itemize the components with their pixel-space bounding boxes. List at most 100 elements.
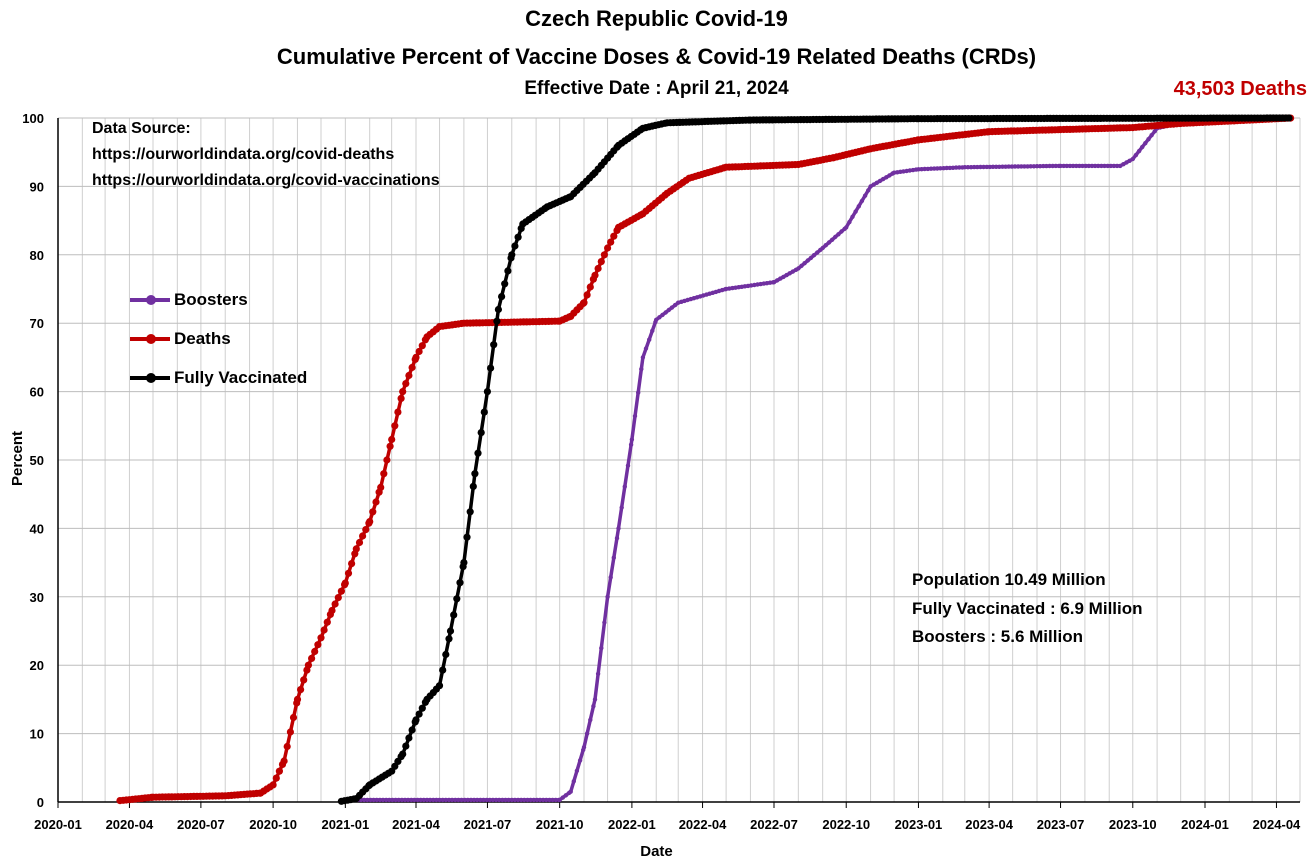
data-point-deaths (359, 532, 367, 540)
data-point-deaths (341, 579, 349, 587)
data-point-deaths (591, 271, 599, 279)
data-point-boosters (614, 536, 620, 541)
data-point-deaths (283, 742, 291, 751)
data-point-boosters (640, 355, 646, 360)
data-point-boosters (953, 165, 959, 170)
data-point-boosters (823, 243, 828, 248)
data-point-fully-vaccinated (402, 742, 410, 750)
data-point-boosters (478, 797, 483, 803)
x-tick-label: 2022-10 (822, 817, 870, 832)
series-markers-deaths (116, 114, 1295, 805)
data-point-boosters (437, 797, 442, 803)
data-point-deaths (344, 569, 353, 577)
data-point-deaths (394, 408, 402, 416)
data-point-boosters (1127, 158, 1132, 163)
data-point-deaths (355, 538, 364, 547)
data-point-boosters (405, 797, 411, 803)
legend-fully-vaccinated-label: Fully Vaccinated (174, 368, 308, 387)
data-point-boosters (901, 169, 906, 174)
data-point-boosters (568, 789, 573, 794)
data-point-boosters (611, 555, 616, 560)
data-point-boosters (1006, 164, 1011, 169)
data-point-deaths (594, 264, 602, 273)
data-point-boosters (625, 463, 631, 468)
data-point-deaths (300, 676, 308, 684)
data-point-boosters (1080, 163, 1085, 169)
data-point-boosters (799, 263, 804, 268)
data-point-boosters (368, 797, 373, 803)
data-point-deaths (610, 232, 618, 240)
data-point-boosters (571, 779, 576, 784)
data-point-boosters (544, 797, 549, 803)
data-point-fully-vaccinated (446, 627, 455, 635)
data-point-fully-vaccinated (514, 233, 522, 241)
data-point-boosters (390, 797, 395, 803)
data-point-boosters (654, 317, 659, 322)
data-point-deaths (328, 606, 336, 615)
data-point-fully-vaccinated (494, 305, 502, 314)
data-point-boosters (605, 594, 610, 599)
data-point-boosters (994, 164, 999, 169)
data-point-boosters (844, 225, 849, 230)
data-point-boosters (512, 797, 518, 803)
data-point-boosters (402, 797, 408, 803)
x-tick-label: 2021-07 (464, 817, 512, 832)
data-point-boosters (1050, 163, 1055, 169)
data-point-fully-vaccinated (487, 364, 495, 372)
x-tick-label: 2022-07 (750, 817, 798, 832)
data-point-boosters (622, 484, 627, 489)
data-point-boosters (932, 166, 937, 171)
series-markers-fully-vaccinated (337, 114, 1293, 805)
data-point-boosters (1130, 156, 1136, 162)
data-point-boosters (972, 164, 977, 170)
data-point-deaths (580, 299, 588, 307)
data-point-deaths (607, 238, 615, 246)
y-tick-label: 50 (30, 453, 44, 468)
data-point-boosters (1140, 144, 1145, 150)
data-point-boosters (374, 797, 379, 803)
deaths-total-label: 43,503 Deaths (1173, 78, 1307, 100)
data-point-deaths (412, 353, 420, 361)
data-point-boosters (1108, 163, 1114, 169)
data-point-boosters (866, 188, 871, 193)
data-point-boosters (475, 797, 480, 803)
data-point-boosters (456, 797, 461, 803)
data-point-boosters (880, 176, 886, 182)
data-point-boosters (531, 797, 536, 803)
data-point-boosters (415, 797, 420, 803)
data-point-boosters (663, 310, 668, 315)
x-tick-label: 2024-04 (1253, 817, 1301, 832)
data-point-boosters (859, 198, 865, 204)
data-point-boosters (506, 797, 511, 803)
y-tick-label: 100 (22, 111, 44, 126)
data-point-boosters (1034, 164, 1040, 169)
data-point-boosters (862, 193, 868, 198)
chart-subtitle: Cumulative Percent of Vaccine Doses & Co… (276, 44, 1037, 69)
data-point-boosters (396, 797, 401, 803)
data-point-boosters (957, 165, 962, 170)
data-point-boosters (922, 166, 927, 172)
data-point-boosters (965, 165, 971, 170)
data-point-fully-vaccinated (471, 470, 479, 478)
data-point-boosters (820, 245, 825, 251)
data-point-deaths (272, 774, 280, 782)
data-point-boosters (608, 575, 613, 580)
data-point-boosters (497, 797, 502, 803)
data-point-boosters (387, 797, 392, 803)
data-point-fully-vaccinated (466, 508, 474, 516)
y-axis-label: Percent (9, 430, 27, 487)
data-point-boosters (380, 797, 386, 803)
data-point-boosters (853, 209, 858, 214)
data-point-boosters (481, 797, 486, 803)
data-point-boosters (574, 768, 580, 773)
data-point-boosters (449, 797, 455, 803)
data-point-boosters (968, 165, 974, 170)
data-point-boosters (557, 797, 562, 803)
data-point-boosters (365, 797, 370, 803)
legend-deaths: Deaths (130, 328, 231, 350)
data-point-boosters (672, 302, 678, 308)
data-point-boosters (781, 274, 786, 280)
data-point-deaths (397, 394, 405, 402)
data-point-boosters (1105, 163, 1110, 169)
x-tick-label: 2020-10 (249, 817, 297, 832)
